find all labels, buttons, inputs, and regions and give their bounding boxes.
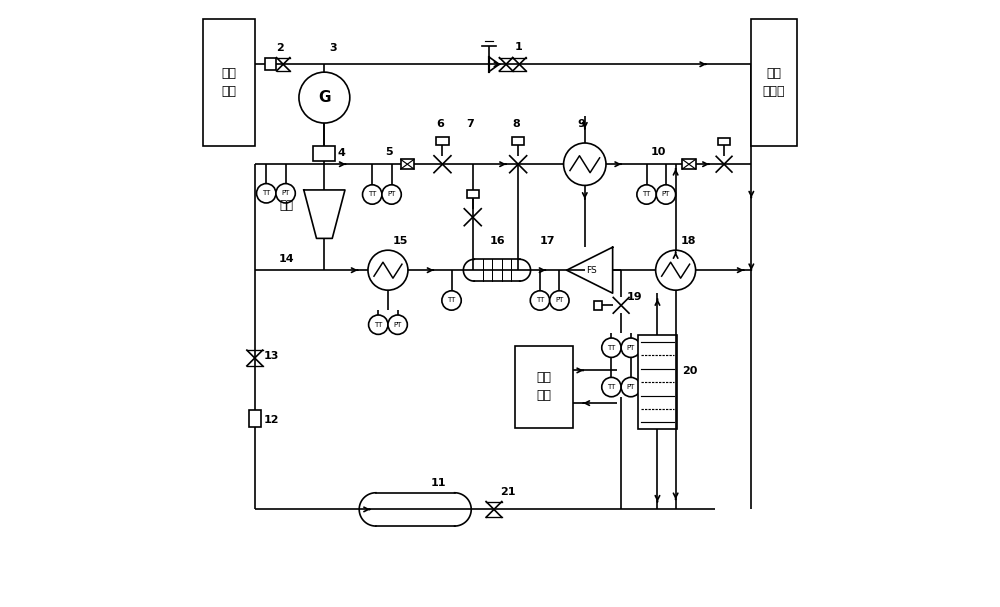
Text: 9: 9 <box>578 119 585 129</box>
Text: PT: PT <box>393 322 402 328</box>
Text: 17: 17 <box>539 236 555 246</box>
Bar <box>265 58 276 70</box>
Circle shape <box>621 378 641 397</box>
Text: 21: 21 <box>500 487 516 497</box>
Circle shape <box>299 72 350 123</box>
Text: FS: FS <box>587 266 597 275</box>
Text: TT: TT <box>642 191 651 197</box>
Text: PT: PT <box>555 297 564 304</box>
Text: 18: 18 <box>680 236 696 246</box>
Text: TT: TT <box>447 297 456 304</box>
Bar <box>313 146 335 161</box>
Text: PT: PT <box>281 190 290 196</box>
Bar <box>718 138 730 146</box>
Circle shape <box>442 291 461 310</box>
Bar <box>515 346 573 428</box>
Circle shape <box>550 291 569 310</box>
Text: TT: TT <box>374 322 382 328</box>
Bar <box>203 19 255 146</box>
Text: PT: PT <box>387 191 396 197</box>
Bar <box>249 410 261 427</box>
Circle shape <box>656 250 696 290</box>
Circle shape <box>530 291 550 310</box>
Circle shape <box>368 250 408 290</box>
Circle shape <box>602 378 621 397</box>
Circle shape <box>564 143 606 185</box>
Bar <box>751 19 797 146</box>
Text: 5: 5 <box>385 147 393 157</box>
Bar <box>512 137 524 145</box>
Text: TT: TT <box>262 190 270 196</box>
Text: 8: 8 <box>512 119 520 129</box>
Text: TT: TT <box>536 297 544 304</box>
Circle shape <box>602 338 621 358</box>
Text: 制冷
系统: 制冷 系统 <box>536 371 551 402</box>
Bar <box>401 160 414 169</box>
Text: 1: 1 <box>515 42 523 52</box>
Text: PT: PT <box>627 384 635 390</box>
Text: 19: 19 <box>627 293 643 302</box>
Bar <box>638 335 677 429</box>
Text: TT: TT <box>607 345 616 351</box>
Text: 4: 4 <box>338 148 346 158</box>
Bar <box>682 160 696 169</box>
Text: PT: PT <box>662 191 670 197</box>
Circle shape <box>621 338 641 358</box>
Circle shape <box>382 185 401 204</box>
Circle shape <box>276 183 295 203</box>
Text: 联轴: 联轴 <box>279 198 293 212</box>
Text: 6: 6 <box>436 119 444 129</box>
Text: TT: TT <box>607 384 616 390</box>
Circle shape <box>257 183 276 203</box>
Circle shape <box>363 185 382 204</box>
Bar <box>304 190 345 239</box>
Text: 11: 11 <box>430 478 446 488</box>
Text: 20: 20 <box>682 366 697 376</box>
Text: 10: 10 <box>650 147 666 157</box>
Circle shape <box>637 185 656 204</box>
Bar <box>467 190 479 198</box>
Text: 2: 2 <box>276 43 284 53</box>
Text: G: G <box>318 90 331 105</box>
Bar <box>567 247 613 293</box>
Bar <box>594 301 602 310</box>
Text: 13: 13 <box>264 351 279 361</box>
Text: 7: 7 <box>467 119 474 129</box>
Circle shape <box>388 315 407 334</box>
Bar <box>436 137 449 145</box>
Text: 中低
压管网: 中低 压管网 <box>763 67 785 98</box>
Circle shape <box>656 185 676 204</box>
Text: 14: 14 <box>279 254 295 264</box>
Text: 12: 12 <box>264 415 279 425</box>
Text: TT: TT <box>368 191 376 197</box>
Text: 16: 16 <box>490 236 505 246</box>
Text: PT: PT <box>627 345 635 351</box>
Circle shape <box>369 315 388 334</box>
Text: 高压
管网: 高压 管网 <box>221 67 236 98</box>
Text: 3: 3 <box>329 43 337 53</box>
Text: 15: 15 <box>393 236 408 246</box>
